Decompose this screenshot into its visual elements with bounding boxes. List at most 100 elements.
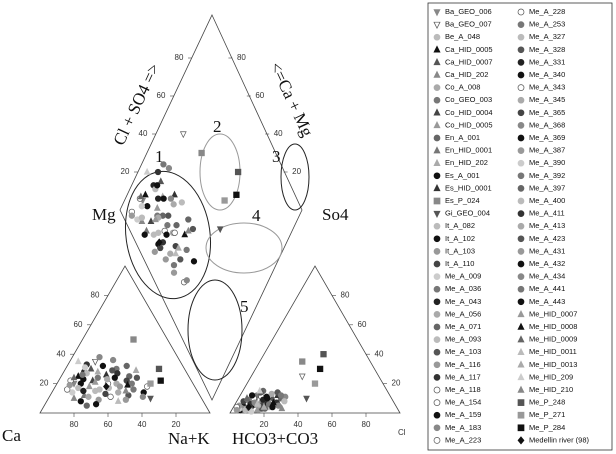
legend-label: Me_A_431	[529, 246, 565, 255]
anion-point	[253, 400, 261, 407]
cation-point	[80, 387, 87, 395]
legend-label: Ca_HID_202	[445, 70, 488, 79]
diamond-point	[190, 258, 198, 265]
diamond-point	[216, 226, 224, 234]
legend-label: Me_HID_209	[529, 372, 573, 381]
legend-symbol	[433, 197, 441, 205]
group-ellipse	[280, 143, 310, 211]
anion-point	[248, 392, 256, 399]
diamond-point	[175, 243, 182, 251]
anion-point	[277, 392, 285, 399]
tick-label: 20	[121, 167, 130, 176]
legend-symbol	[433, 222, 441, 230]
legend-symbol	[517, 424, 525, 432]
legend-symbol	[433, 172, 441, 180]
anion-triangle	[229, 265, 401, 414]
legend-label: It_A_082	[445, 221, 475, 230]
diamond-point	[138, 203, 145, 210]
axis-label: HCO3+CO3	[232, 429, 318, 448]
tick-label: 40	[274, 129, 283, 138]
legend-label: Me_A_223	[445, 435, 481, 444]
annotation: 2	[213, 117, 222, 136]
legend-label: Me_A_103	[445, 347, 481, 356]
cation-point	[94, 374, 101, 381]
legend-symbol	[433, 58, 441, 66]
cation-point	[109, 356, 117, 364]
legend-symbol	[433, 235, 441, 243]
tick-label: 40	[294, 420, 303, 429]
legend-label: Me_A_327	[529, 32, 565, 41]
group-ellipse	[205, 222, 283, 274]
legend-symbol	[433, 33, 441, 41]
legend-symbol	[517, 122, 525, 129]
legend-label: Me_A_400	[529, 196, 565, 205]
legend-label: Es_HID_0001	[445, 183, 492, 192]
diamond-point	[152, 215, 159, 223]
axis-label: So4	[322, 205, 349, 224]
tick-label: 60	[104, 420, 113, 429]
legend-label: Me_A_071	[445, 322, 481, 331]
legend-symbol	[517, 335, 525, 343]
diamond	[119, 14, 303, 401]
legend-label: En_A_001	[445, 133, 480, 142]
legend-symbol	[433, 158, 441, 166]
legend-label: Medellin river (98)	[529, 435, 590, 444]
legend-symbol	[517, 84, 525, 91]
anion-point	[269, 398, 277, 406]
diamond-point	[147, 217, 155, 224]
legend-symbol	[433, 84, 441, 91]
cation-point	[103, 376, 111, 383]
legend-label: Ba_GEO_006	[445, 7, 492, 16]
legend-symbol	[517, 310, 525, 318]
cation-point	[116, 383, 124, 390]
cation-point	[70, 394, 78, 401]
tick-label: 80	[70, 420, 79, 429]
legend-label: Me_A_441	[529, 284, 565, 293]
cation-point	[123, 362, 130, 370]
legend-label: Me_A_093	[445, 335, 481, 344]
legend-symbol	[433, 437, 441, 444]
cation-point	[99, 362, 107, 370]
diamond-point	[185, 216, 192, 223]
legend-symbol	[517, 399, 525, 406]
legend-symbol	[517, 46, 525, 54]
tick-label: 60	[74, 320, 83, 329]
cation-point	[107, 393, 114, 400]
legend-symbol	[433, 21, 441, 29]
anion-point	[320, 351, 327, 358]
legend-label: Me_HID_0008	[529, 322, 577, 331]
tick-label: 60	[358, 320, 367, 329]
anion-point	[281, 398, 288, 405]
diamond-point	[165, 165, 173, 172]
legend-symbol	[517, 197, 525, 205]
tick-label: 60	[328, 420, 337, 429]
cation-point	[130, 336, 137, 343]
anion-point	[243, 394, 251, 401]
axis-label: Mg	[92, 205, 116, 224]
legend-label: Me_A_116	[445, 360, 481, 369]
diamond-point	[156, 238, 163, 247]
legend-symbol	[433, 411, 441, 419]
legend-label: Me_A_331	[529, 57, 565, 66]
legend-label: Me_A_387	[529, 146, 565, 155]
legend-label: Me_A_183	[445, 423, 481, 432]
legend-symbol	[517, 347, 525, 355]
diamond-point	[141, 231, 148, 238]
legend-label: Co_HID_0005	[445, 120, 493, 129]
cation-point	[109, 367, 116, 374]
legend-label: Es_A_001	[445, 171, 480, 180]
diamond-point	[144, 203, 151, 210]
legend-label: En_HID_202	[445, 158, 488, 167]
anion-point	[268, 390, 275, 398]
legend-label: Me_HID_0011	[529, 347, 577, 356]
legend-label: Be_A_048	[445, 32, 480, 41]
legend-symbol	[517, 210, 525, 217]
legend-symbol	[517, 222, 525, 230]
tick-label: 20	[392, 379, 401, 388]
diamond-point	[170, 201, 177, 208]
legend-symbol	[433, 298, 441, 306]
legend-symbol	[433, 146, 441, 154]
legend-symbol	[517, 185, 525, 192]
cation-point	[91, 377, 99, 385]
diamond-point	[177, 256, 184, 263]
